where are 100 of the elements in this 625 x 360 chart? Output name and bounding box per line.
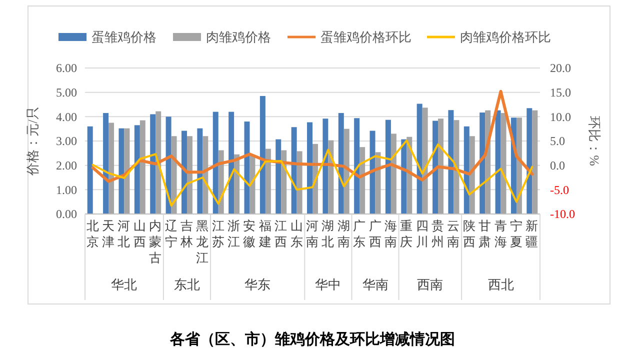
x-tick-label: 青海	[494, 219, 508, 249]
bar	[480, 112, 486, 214]
bar	[469, 136, 475, 214]
bar	[360, 147, 366, 214]
bar	[390, 134, 396, 214]
line-series	[91, 90, 534, 183]
x-tick-label: 天津	[102, 219, 116, 249]
x-tick-label: 陕西	[462, 219, 476, 249]
bar	[202, 136, 208, 214]
y-axis-title: 价格：元/只	[25, 106, 40, 176]
bar	[197, 128, 203, 214]
bar	[265, 148, 271, 214]
bar	[526, 108, 532, 214]
x-tick-label: 内蒙古	[149, 219, 162, 265]
y-tick-label: 3.00	[56, 134, 77, 148]
bar	[307, 122, 312, 214]
x-tick-label: 云南	[447, 219, 460, 249]
x-tick-label: 山东	[290, 219, 304, 249]
bar	[108, 122, 114, 214]
x-tick-label: 福建	[258, 219, 272, 249]
y-tick-label: 5.00	[56, 86, 77, 100]
y2-tick-label: 10.0	[550, 110, 571, 124]
x-tick-label: 北京	[86, 219, 100, 249]
bar	[134, 125, 140, 214]
y-tick-label: 6.00	[56, 61, 77, 76]
bar	[296, 151, 302, 214]
text: 各省（区、市）雏鸡价格及环比增减情况图	[169, 330, 455, 348]
bar	[103, 113, 109, 214]
text: 华中	[315, 277, 342, 292]
y-tick-label: 1.00	[56, 182, 77, 197]
x-tick-label: 湖北	[322, 219, 335, 249]
legend-label: 蛋雏鸡价格环比	[320, 30, 412, 45]
bar	[454, 120, 460, 214]
bar	[281, 150, 287, 214]
bar	[448, 110, 454, 214]
x-tick-label: 贵州	[432, 219, 445, 249]
text: 华北	[111, 277, 138, 292]
text: 西北	[488, 277, 514, 292]
y-tick-label: 2.00	[56, 158, 77, 173]
bar	[228, 112, 234, 214]
x-tick-label: 海南	[384, 219, 398, 249]
y2-tick-label: 5.0	[550, 134, 565, 148]
x-tick-label: 辽宁	[164, 219, 178, 249]
bar	[156, 111, 162, 214]
y2-tick-label: 20.0	[550, 61, 571, 76]
bar	[87, 126, 93, 214]
x-tick-label: 广西	[368, 219, 382, 249]
x-tick-label: 宁夏	[510, 218, 523, 249]
bar	[150, 114, 156, 214]
bar	[124, 128, 130, 214]
x-tick-label: 安徽	[243, 218, 256, 249]
x-tick-label: 重庆	[400, 219, 414, 249]
y2-tick-label: 0.0	[550, 158, 565, 173]
x-tick-label: 吉林	[179, 219, 194, 249]
y2-tick-label: -10.0	[550, 207, 575, 222]
x-tick-label: 江西	[274, 219, 288, 249]
bar	[438, 118, 444, 214]
y2-tick-label: -5.0	[550, 182, 569, 197]
x-tick-label: 浙江	[228, 219, 241, 249]
bar	[118, 128, 124, 214]
bar	[495, 110, 501, 214]
bar	[401, 139, 407, 214]
bar	[291, 127, 297, 214]
bar	[464, 126, 470, 214]
bar	[370, 130, 376, 214]
bar	[344, 128, 350, 214]
bar	[250, 156, 256, 214]
bar	[140, 120, 146, 214]
bar	[432, 120, 438, 214]
bar	[338, 113, 344, 214]
text: 东北	[174, 277, 200, 292]
y-tick-label: 0.00	[56, 207, 77, 222]
x-tick-label: 山西	[133, 219, 146, 249]
bar	[375, 152, 381, 214]
x-tick-label: 四川	[416, 219, 429, 249]
text: 西南	[417, 277, 444, 292]
bar	[260, 96, 266, 214]
bar	[416, 104, 422, 214]
y-tick-label: 4.00	[56, 110, 77, 124]
legend-label: 肉雏鸡价格	[206, 30, 271, 45]
bar	[500, 113, 506, 214]
y2-axis-title: 环比：%	[587, 116, 602, 166]
bar	[181, 130, 187, 214]
bar	[276, 139, 282, 214]
legend-label: 蛋雏鸡价格	[92, 30, 156, 45]
x-tick-label: 河南	[306, 219, 319, 249]
x-tick-label: 黑龙江	[196, 219, 210, 265]
x-tick-label: 甘肃	[478, 219, 492, 249]
x-tick-label: 江苏	[212, 219, 225, 249]
bar	[532, 110, 538, 214]
bar	[322, 118, 328, 214]
bar	[212, 112, 218, 214]
x-tick-label: 广东	[353, 219, 366, 249]
x-tick-label: 湖南	[337, 219, 350, 249]
x-tick-label: 河北	[118, 219, 131, 249]
x-tick-label: 新疆	[526, 219, 539, 249]
text: 华东	[244, 277, 271, 292]
text: 华南	[362, 277, 388, 292]
legend-label: 肉雏鸡价格环比	[460, 30, 551, 45]
bar	[422, 108, 428, 214]
